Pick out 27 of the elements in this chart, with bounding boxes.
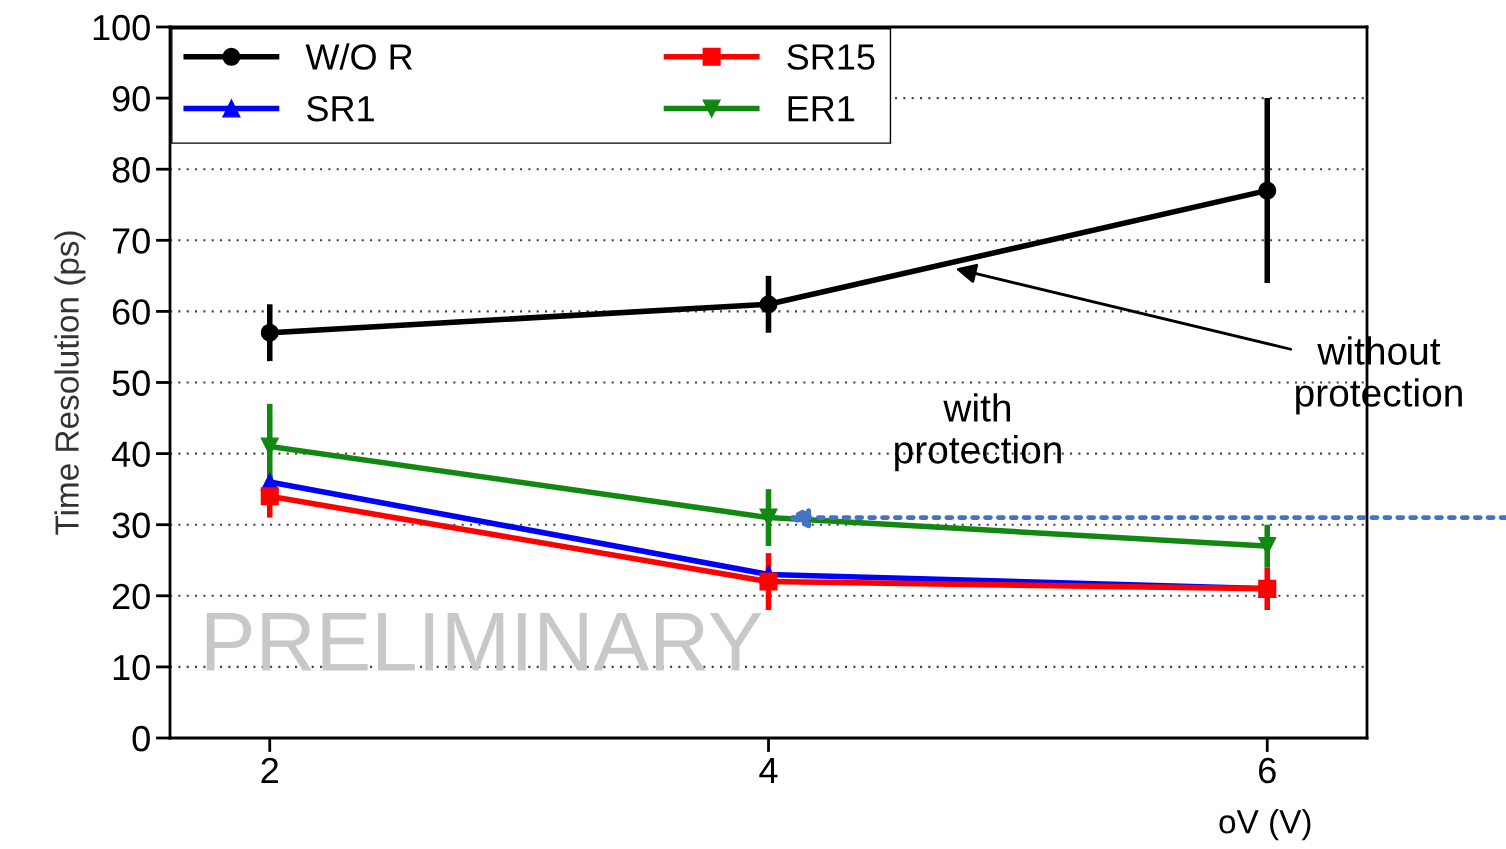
- point: [1258, 181, 1277, 200]
- y-axis-title: Time Resolution (ps): [54, 231, 86, 535]
- y-tick-label: 60: [112, 299, 150, 325]
- y-tick-label: 70: [112, 228, 150, 254]
- point: [759, 295, 778, 314]
- legend-label: ER1: [788, 96, 855, 122]
- y-tick-label: 40: [111, 441, 150, 468]
- legend-label: SR15: [787, 44, 875, 70]
- legend-label: W/O R: [305, 43, 413, 70]
- x-tick-label: 4: [759, 758, 778, 783]
- y-tick-label: 20: [112, 583, 150, 610]
- x-tick-label: 6: [1259, 757, 1276, 784]
- y-tick-label: 80: [112, 157, 150, 183]
- x-tick-label: 2: [261, 757, 278, 783]
- y-tick-label: 100: [93, 14, 150, 41]
- y-tick-label: 90: [112, 85, 150, 112]
- y-tick-label: 10: [113, 654, 150, 681]
- point: [260, 487, 279, 506]
- annotation: PRELIMINARY: [206, 613, 762, 671]
- y-tick-label: 0: [132, 725, 150, 752]
- annotation: with protection: [895, 393, 1061, 472]
- legend-label: SR1: [307, 95, 374, 122]
- point: [260, 323, 279, 342]
- x-axis-title: oV (V): [1219, 809, 1311, 841]
- point: [759, 572, 778, 591]
- y-tick-label: 30: [112, 512, 150, 539]
- y-tick-label: 50: [112, 370, 150, 396]
